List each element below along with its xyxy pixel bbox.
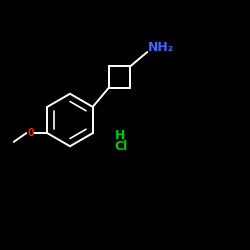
Text: O: O [27, 128, 34, 138]
Text: H: H [115, 129, 125, 142]
Text: NH₂: NH₂ [148, 41, 174, 54]
Text: Cl: Cl [114, 140, 128, 153]
